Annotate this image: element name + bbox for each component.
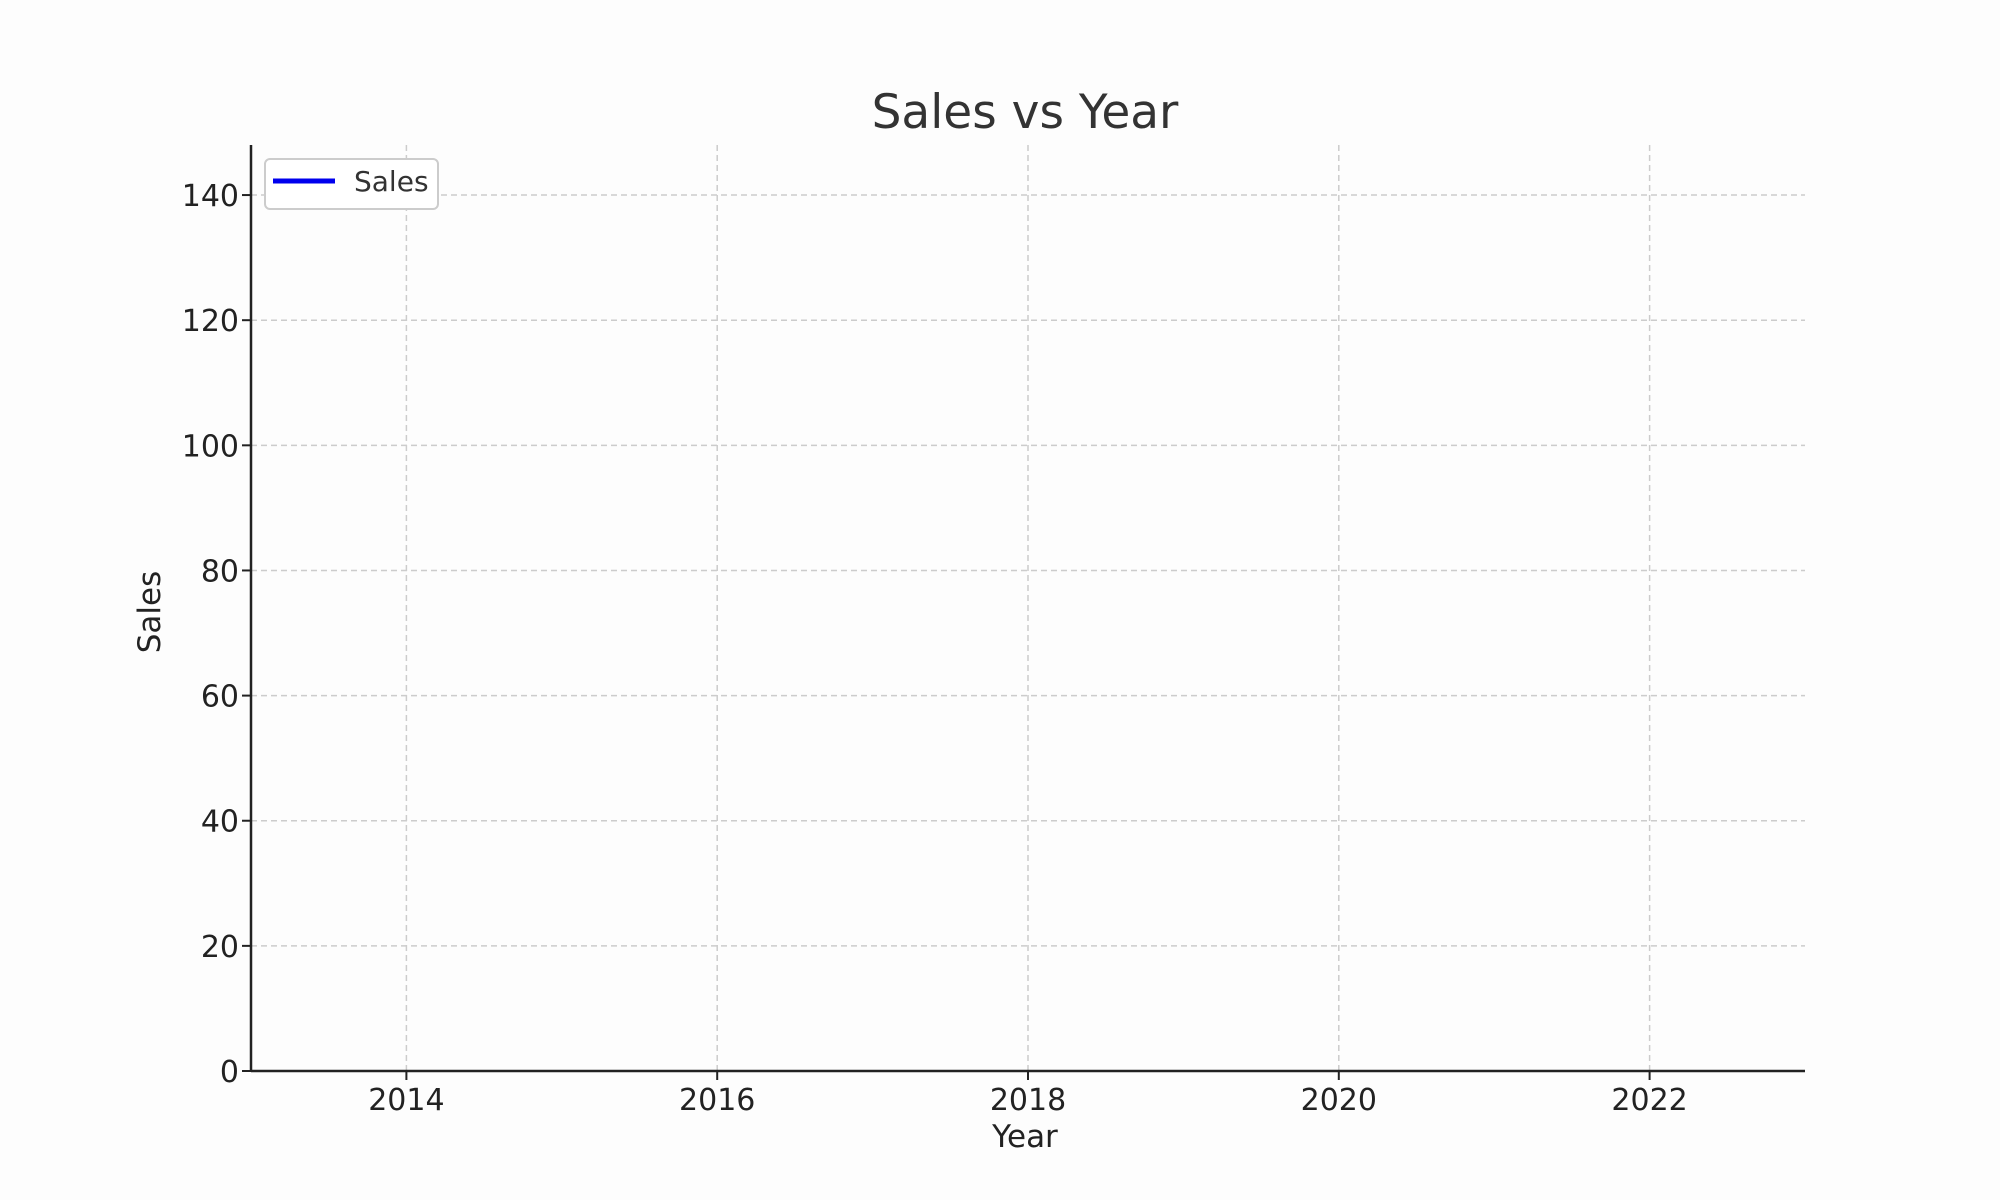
grid — [251, 145, 1805, 1072]
y-tick-label-140: 140 — [182, 179, 239, 214]
y-tick-label-40: 40 — [201, 805, 239, 840]
x-tick-label-2018: 2018 — [990, 1083, 1066, 1118]
legend-label-sales: Sales — [354, 165, 429, 198]
x-tick-label-2020: 2020 — [1301, 1083, 1377, 1118]
x-tick-label-2014: 2014 — [368, 1083, 444, 1118]
y-tick-label-80: 80 — [201, 554, 239, 589]
x-tick-label-2022: 2022 — [1611, 1083, 1687, 1118]
y-tick-label-120: 120 — [182, 304, 239, 339]
y-tick-label-60: 60 — [201, 680, 239, 715]
x-axis-title: Year — [991, 1119, 1058, 1155]
y-tick-label-0: 0 — [220, 1055, 239, 1090]
legend: Sales — [264, 158, 439, 210]
y-axis-title: Sales — [132, 571, 168, 654]
x-tick-label-2016: 2016 — [679, 1083, 755, 1118]
legend-box — [264, 158, 439, 210]
tick-labels: 2014 2016 2018 2020 2022 0 20 40 60 80 100 120 140 — [182, 179, 1688, 1118]
y-tick-label-20: 20 — [201, 930, 239, 965]
y-tick-label-100: 100 — [182, 429, 239, 464]
axes — [242, 145, 1805, 1080]
chart-title: Sales vs Year — [872, 85, 1179, 140]
